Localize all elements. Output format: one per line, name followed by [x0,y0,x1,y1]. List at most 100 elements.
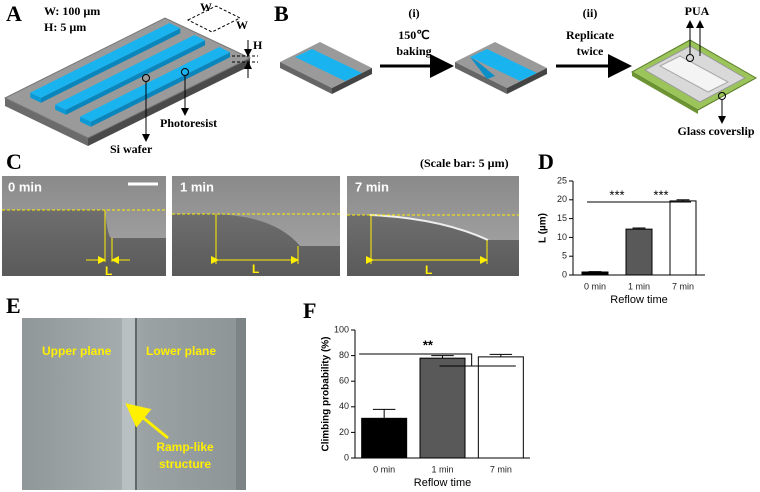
pua-channel [658,55,730,93]
ramp [122,318,136,490]
y-tick-label: 80 [339,350,349,360]
annotation: *** [653,187,668,202]
y-tick-label: 15 [557,213,567,223]
marker [686,54,694,62]
panel-label: F [303,298,316,323]
panel-label: D [538,149,554,174]
photoresist-side [80,116,91,127]
panel-label: A [6,1,22,26]
charts: 0 5 10 15 20 25 0 min 1 min 7 min Reflow time L (µ… [321,175,705,489]
y-tick-label: 60 [339,376,349,386]
panel-label: C [6,149,22,174]
y-tick-label: 25 [557,175,567,185]
photoresist [30,23,181,98]
step-text: baking [396,44,431,58]
wafer-side [5,98,88,146]
time-label: 7 min [355,179,389,194]
bar [361,417,408,459]
y-axis-label: Climbing probability (%) [321,337,332,452]
si-wafer-label: Si wafer [110,142,153,156]
photoresist-side [65,40,206,115]
pua-label: PUA [685,4,710,18]
photoresist-stripes [30,23,231,127]
wafer-side [280,62,332,94]
x-tick-label: 0 min [584,281,606,291]
y-tick-label: 20 [557,194,567,204]
bar [477,356,524,459]
panel-label: E [6,293,21,318]
marker [181,68,189,76]
significance-bracket [359,353,516,367]
x-tick-label: 7 min [672,281,694,291]
y-tick-label: 100 [334,324,349,334]
step-number: (i) [408,6,419,20]
wafer-side [507,68,547,94]
photoresist [80,47,231,122]
y-tick-label: 0 [562,269,567,279]
ramp-label: Ramp-like [156,440,214,454]
panel-e: Upper plane Lower plane Ramp-like struct… [22,318,246,490]
photoresist-side [90,52,231,127]
bar [669,200,697,276]
bar [581,271,609,276]
step-number: (ii) [583,6,598,20]
y-tick-label: 0 [344,452,349,462]
photoresist-side [30,92,42,103]
photoresist [295,49,362,81]
time-label: 0 min [8,179,42,194]
photoresist-side [41,28,181,103]
x-tick-label: 1 min [431,464,453,474]
bar [419,357,466,459]
length-label: L [252,262,259,276]
y-tick-label: 40 [339,401,349,411]
upper-label: Upper plane [42,344,112,358]
w-box [186,5,242,33]
time-label: 1 min [180,179,214,194]
marker [718,92,726,100]
length-label: L [425,263,432,277]
step-text: twice [577,44,604,58]
y-tick-label: 10 [557,232,567,242]
x-axis-label: Reflow time [414,477,471,489]
glass-label: Glass coverslip [678,124,755,138]
edge [236,318,246,490]
w-label: W [200,0,212,14]
y-tick-label: 5 [562,251,567,261]
x-tick-label: 7 min [490,464,512,474]
x-tick-label: 1 min [628,281,650,291]
panel-label: B [274,1,289,26]
sem-edge [369,214,489,241]
ramp-label: structure [159,457,211,471]
wafer-side [455,62,507,94]
photoresist-side [55,104,66,115]
step-text: 150℃ [398,28,429,42]
y-tick-label: 20 [339,427,349,437]
step-text: Replicate [566,28,615,42]
wafer-side [88,58,250,146]
h-label: H [253,38,263,52]
x-tick-label: 0 min [373,464,395,474]
annotation: *** [609,187,624,202]
panel-c: (Scale bar: 5 µm) 0 min 1 min 7 min L L … [2,156,519,278]
scale-note: (Scale bar: 5 µm) [420,156,509,170]
annotation: ** [423,337,434,352]
panel-b: (i) 150℃ baking (ii) Replicate twice PUA… [280,4,758,138]
panel-a: W: 100 µm H: 5 µm W W H Photoresist Si w… [3,0,263,156]
length-label: L [105,264,112,278]
bar [625,228,653,276]
pointer [125,403,169,440]
photoresist [470,49,537,81]
photoresist-ramp [470,57,495,79]
photoresist [55,35,206,110]
y-axis-label: L (µm) [538,213,549,243]
width-text: W: 100 µm [44,4,100,18]
w-label: W [236,18,248,32]
wafer-side [332,68,372,94]
lower-label: Lower plane [146,344,216,358]
x-axis-label: Reflow time [610,294,667,306]
height-text: H: 5 µm [44,20,86,34]
glass-side [632,72,698,114]
marker [142,74,150,82]
photoresist-label: Photoresist [160,116,217,130]
